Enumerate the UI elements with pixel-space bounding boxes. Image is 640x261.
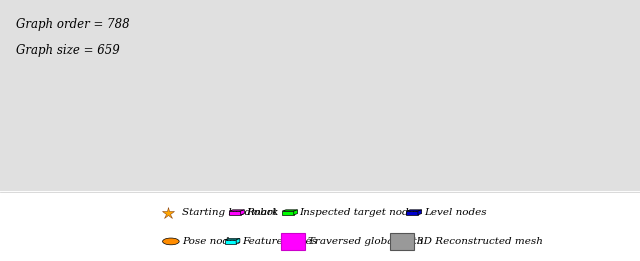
Polygon shape [406, 210, 422, 211]
Polygon shape [236, 239, 240, 244]
FancyBboxPatch shape [0, 191, 640, 261]
Text: Starting landmark: Starting landmark [182, 208, 279, 217]
Text: Pose nodes: Pose nodes [182, 237, 241, 246]
FancyBboxPatch shape [281, 233, 305, 250]
Polygon shape [282, 210, 298, 211]
Polygon shape [294, 210, 298, 215]
FancyBboxPatch shape [390, 233, 414, 250]
FancyBboxPatch shape [229, 211, 241, 215]
FancyBboxPatch shape [282, 211, 294, 215]
Text: Inspected target nodes: Inspected target nodes [300, 208, 420, 217]
FancyBboxPatch shape [0, 0, 640, 193]
Polygon shape [241, 210, 244, 215]
Circle shape [163, 238, 179, 245]
Polygon shape [418, 210, 422, 215]
Polygon shape [229, 210, 244, 211]
Text: Graph size = 659: Graph size = 659 [16, 44, 120, 57]
Polygon shape [225, 239, 240, 240]
Text: Feature nodes: Feature nodes [242, 237, 317, 246]
FancyBboxPatch shape [225, 240, 236, 244]
Text: Graph order = 788: Graph order = 788 [16, 18, 130, 31]
FancyBboxPatch shape [406, 211, 418, 215]
Text: Level nodes: Level nodes [424, 208, 486, 217]
Text: 3D Reconstructed mesh: 3D Reconstructed mesh [417, 237, 543, 246]
Text: Robot: Robot [246, 208, 278, 217]
Text: Traversed global path: Traversed global path [308, 237, 424, 246]
